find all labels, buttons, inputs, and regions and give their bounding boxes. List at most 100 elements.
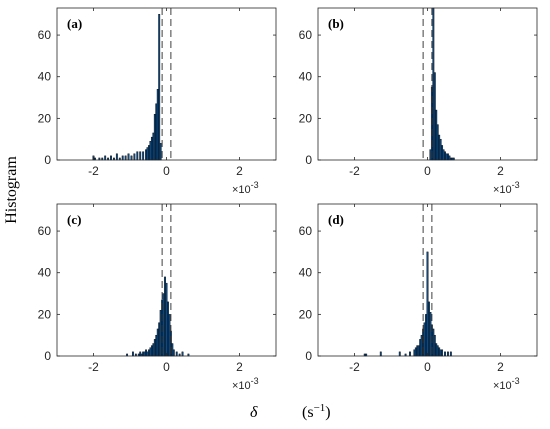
histogram-bar: [142, 351, 145, 357]
x-axis-label-unit-exp: −1: [314, 402, 326, 414]
histogram-bar: [156, 328, 159, 357]
histogram-bar: [148, 349, 150, 357]
panel-label: (c): [67, 212, 81, 227]
y-tick-label: 40: [38, 70, 52, 84]
x-multiplier-base: ×10: [232, 184, 251, 196]
histogram-bar: [159, 309, 162, 357]
x-axis-label-unit-base: (s: [302, 404, 314, 421]
histogram-bar: [447, 153, 449, 161]
y-tick-label: 20: [299, 111, 313, 125]
y-axis-label: Histogram: [3, 156, 20, 224]
histogram-bar: [150, 345, 153, 357]
x-multiplier-exp: -3: [251, 376, 259, 386]
histogram-bar: [159, 143, 162, 161]
histogram-bar: [409, 351, 411, 357]
histogram-bar: [165, 282, 168, 357]
x-multiplier: ×10-3: [493, 376, 520, 392]
x-tick-label: 2: [497, 360, 504, 374]
histogram-bar: [145, 349, 147, 357]
histogram-bar: [145, 149, 147, 161]
x-axis-label-unit-close: ): [325, 404, 330, 421]
x-multiplier-base: ×10: [493, 184, 512, 196]
histogram-bar: [432, 328, 435, 357]
histogram-bar: [152, 343, 155, 357]
panel-label: (b): [328, 16, 344, 31]
histogram-bar: [429, 312, 432, 357]
x-axis-label-unit: (s−1): [302, 402, 331, 421]
x-multiplier: ×10-3: [493, 180, 520, 196]
y-tick-label: 40: [299, 266, 313, 280]
histogram-bar: [130, 155, 133, 161]
histogram-bar: [436, 345, 439, 357]
histogram-bar: [425, 314, 427, 357]
histogram-bar: [168, 314, 171, 357]
histogram-bar: [420, 334, 423, 357]
histogram-bar: [171, 343, 174, 357]
histogram-bar: [444, 351, 446, 357]
histogram-bar: [398, 351, 401, 357]
x-multiplier-exp: -3: [251, 180, 259, 190]
histogram-bar: [172, 349, 175, 357]
histogram-bar: [146, 147, 149, 161]
histogram-bar: [436, 124, 439, 161]
x-tick-label: 2: [236, 360, 243, 374]
histogram-bar: [158, 14, 161, 161]
histogram-bar: [104, 155, 107, 161]
histogram-bar: [429, 149, 432, 161]
histogram-bar: [149, 347, 152, 357]
histogram-bar: [143, 351, 146, 357]
x-multiplier: ×10-3: [232, 180, 259, 196]
histogram-bar: [110, 155, 112, 161]
y-tick-label: 0: [305, 349, 312, 363]
x-tick-label: -2: [88, 360, 99, 374]
histogram-bar: [158, 322, 161, 357]
histogram-bar: [426, 251, 429, 357]
x-tick-label: -2: [88, 164, 99, 178]
histogram-bar: [153, 113, 156, 161]
histogram-bar: [417, 345, 420, 357]
panel-label: (a): [67, 16, 82, 31]
histogram-bar: [433, 72, 436, 161]
histogram-bar: [139, 351, 142, 357]
histogram-bar: [449, 351, 452, 357]
x-multiplier: ×10-3: [232, 376, 259, 392]
y-tick-label: 40: [299, 70, 313, 84]
histogram-bar: [142, 151, 145, 161]
x-tick-label: 0: [163, 164, 170, 178]
histogram-bar: [131, 351, 134, 357]
histogram-bar: [423, 322, 426, 357]
y-tick-label: 60: [299, 28, 313, 42]
y-tick-label: 0: [44, 153, 51, 167]
histogram-bar: [445, 153, 448, 161]
histogram-bar: [414, 347, 417, 357]
x-tick-label: -2: [349, 164, 360, 178]
histogram-bar: [115, 153, 118, 161]
histogram-bar: [146, 351, 149, 357]
y-tick-label: 60: [38, 28, 52, 42]
histogram-bar: [164, 276, 166, 357]
histogram-bar: [149, 141, 152, 161]
histogram-bar: [121, 155, 124, 161]
x-tick-label: 0: [424, 360, 431, 374]
y-tick-label: 20: [38, 307, 52, 321]
histogram-bar: [156, 89, 159, 161]
histogram-bar: [153, 339, 156, 357]
x-multiplier-exp: -3: [512, 376, 520, 386]
x-multiplier-exp: -3: [512, 180, 520, 190]
y-tick-label: 0: [305, 153, 312, 167]
x-tick-label: 2: [497, 164, 504, 178]
histogram-bar: [167, 301, 169, 357]
histogram-bar: [432, 7, 435, 161]
histogram-bar: [438, 134, 441, 161]
histogram-bar: [442, 149, 445, 161]
y-tick-label: 40: [38, 266, 52, 280]
histogram-bar: [148, 145, 150, 161]
x-axis-label: δ (s−1): [250, 402, 331, 421]
histogram-bar: [419, 339, 422, 357]
histogram-bar: [435, 109, 438, 161]
y-tick-label: 60: [299, 224, 313, 238]
histogram-bar: [439, 138, 442, 161]
axes-box: [317, 7, 538, 161]
